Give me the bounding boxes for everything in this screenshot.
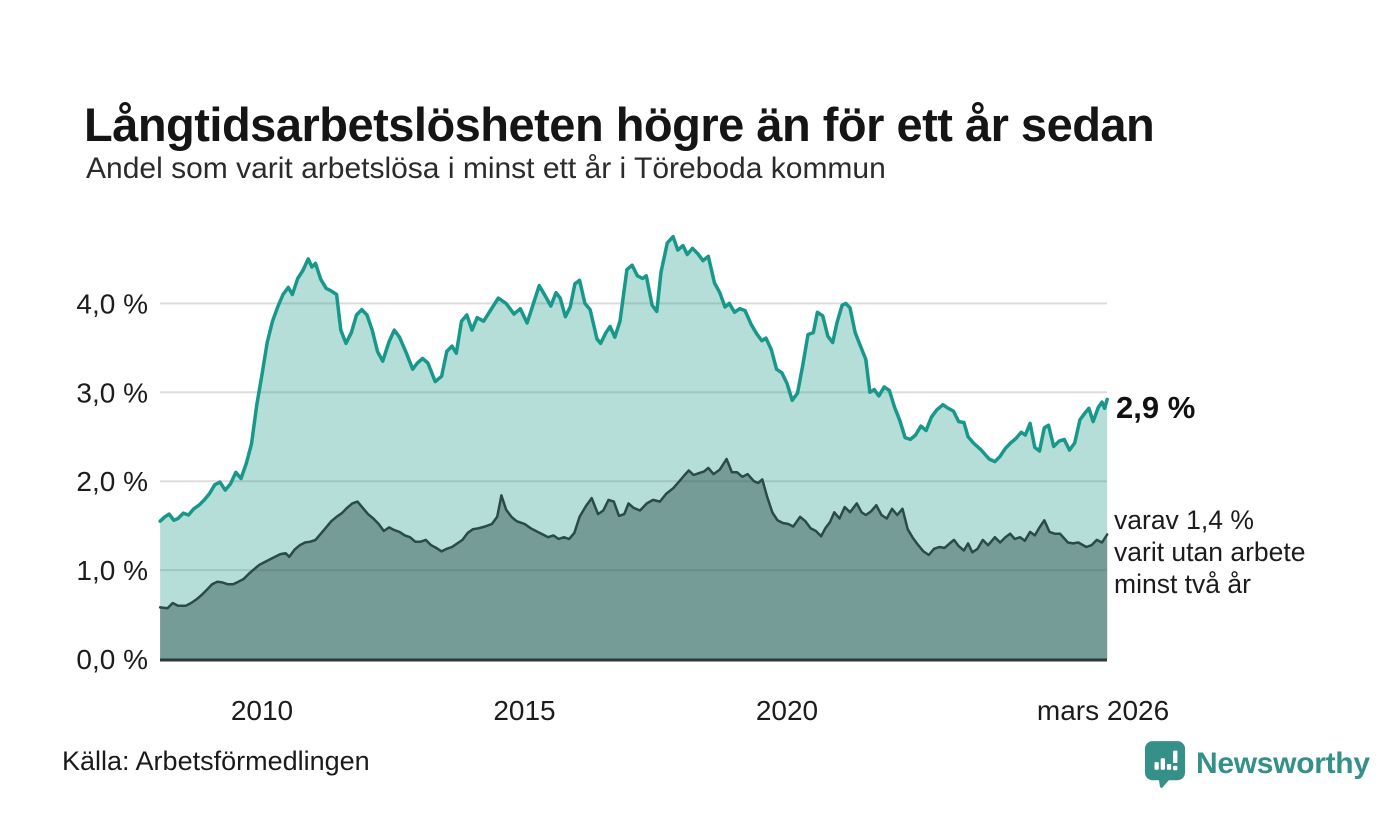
area-series-min-two-years — [160, 459, 1108, 659]
line-series-min-one-year — [158, 234, 1109, 523]
newsworthy-bar-chart-pin-icon — [1144, 741, 1186, 788]
x-tick-label: 2010 — [231, 695, 293, 726]
two-year-annotation-line2: varit utan arbete — [1114, 537, 1306, 567]
y-tick-label: 4,0 % — [76, 288, 148, 319]
y-tick-label: 1,0 % — [76, 555, 148, 586]
chart-title: Långtidsarbetslösheten högre än för ett … — [84, 98, 1155, 152]
newsworthy-logo: Newsworthy — [1144, 740, 1370, 788]
two-year-annotation-line3: minst två år — [1114, 569, 1251, 599]
line-series-min-two-years — [158, 457, 1109, 610]
two-year-annotation: varav 1,4 % varit utan arbete minst två … — [1114, 504, 1306, 600]
two-year-annotation-line1: varav 1,4 % — [1114, 505, 1254, 535]
chart-subtitle: Andel som varit arbetslösa i minst ett å… — [86, 152, 886, 185]
y-tick-label: 2,0 % — [76, 466, 148, 497]
brand-name: Newsworthy — [1196, 747, 1370, 780]
area-series-min-one-year — [160, 236, 1108, 659]
latest-value-label: 2,9 % — [1116, 390, 1196, 425]
x-tick-label: 2020 — [756, 695, 818, 726]
source-note: Källa: Arbetsförmedlingen — [62, 746, 370, 776]
y-tick-label: 3,0 % — [76, 377, 148, 408]
y-tick-label: 0,0 % — [76, 644, 148, 675]
x-tick-label: 2015 — [493, 695, 555, 726]
x-tick-label: mars 2026 — [1037, 695, 1169, 726]
